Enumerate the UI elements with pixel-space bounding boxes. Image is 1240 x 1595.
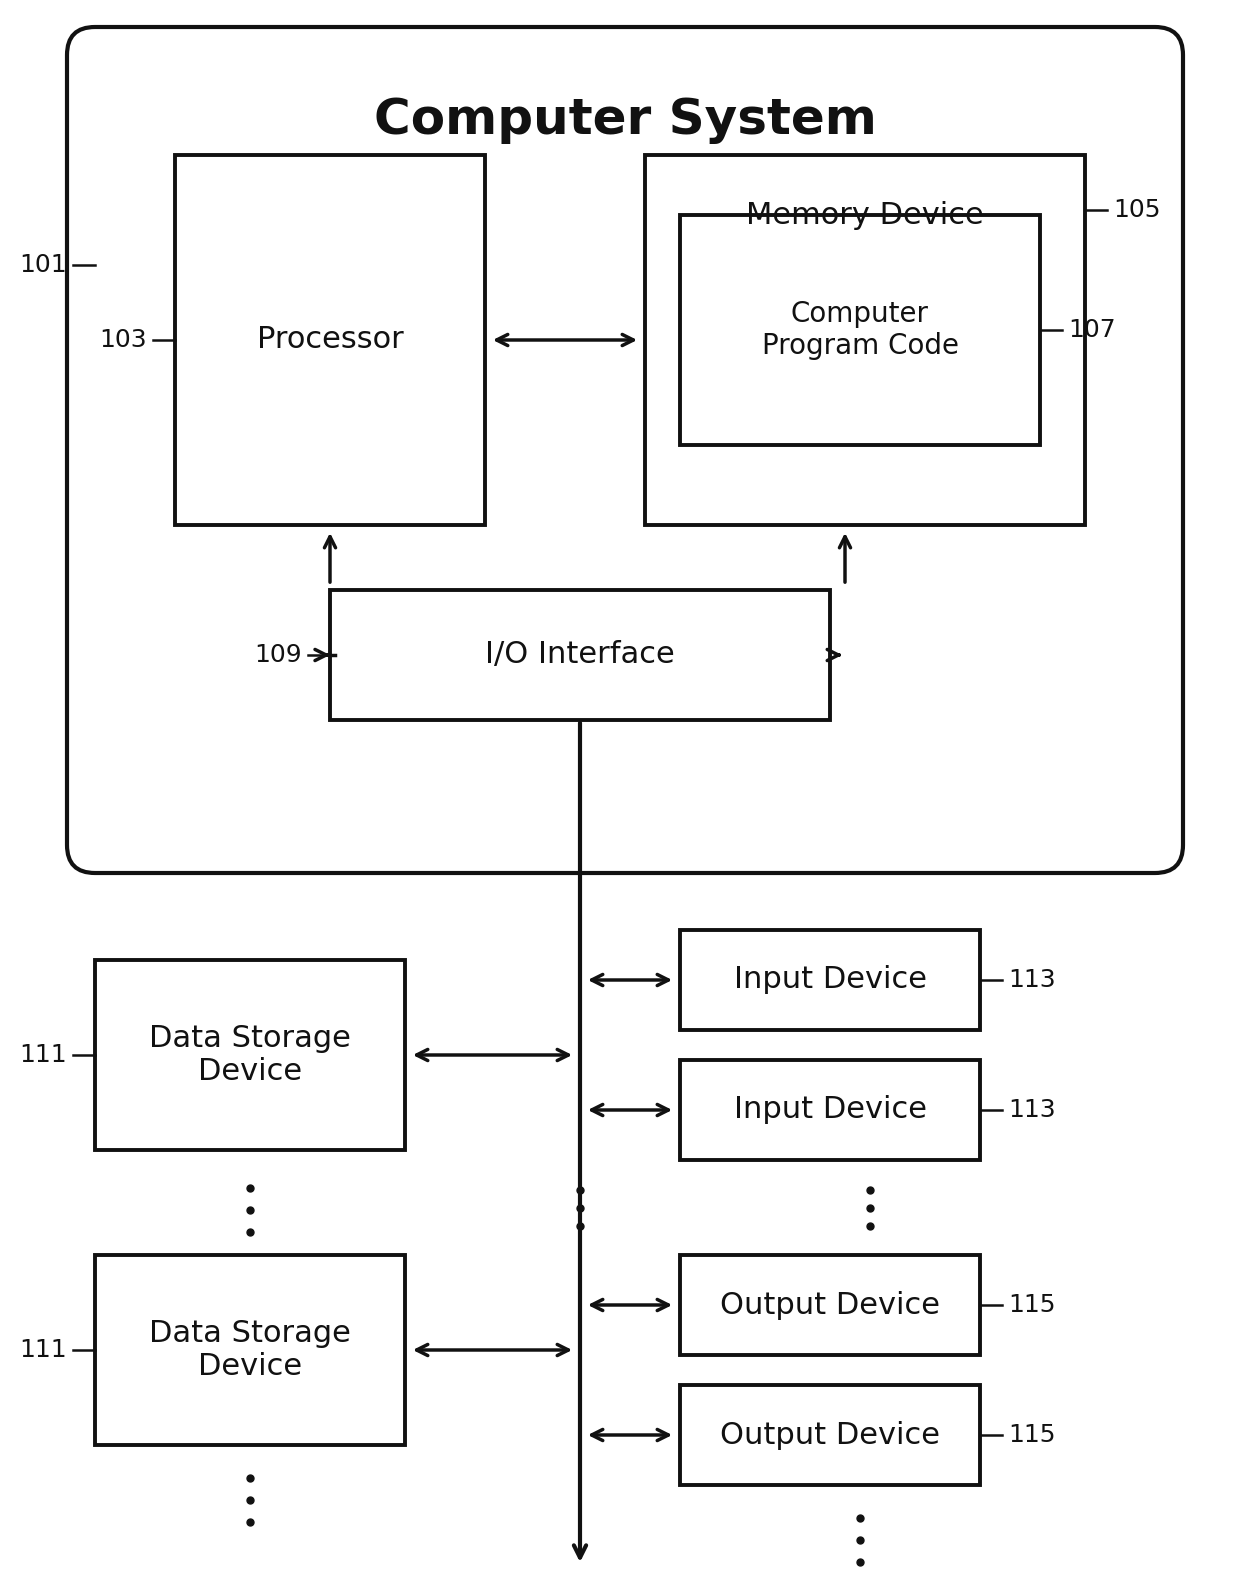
Text: Memory Device: Memory Device xyxy=(746,201,983,230)
Bar xyxy=(330,590,830,719)
Text: Processor: Processor xyxy=(257,325,403,354)
Text: Computer
Program Code: Computer Program Code xyxy=(761,300,959,360)
Text: 111: 111 xyxy=(20,1043,67,1067)
Text: 115: 115 xyxy=(1008,1423,1055,1447)
Text: 109: 109 xyxy=(254,643,303,667)
Bar xyxy=(680,1255,980,1356)
Text: 111: 111 xyxy=(20,1338,67,1362)
Text: Input Device: Input Device xyxy=(734,1096,926,1124)
Text: I/O Interface: I/O Interface xyxy=(485,641,675,670)
Text: Data Storage
Device: Data Storage Device xyxy=(149,1024,351,1086)
Bar xyxy=(95,960,405,1150)
Bar xyxy=(680,930,980,1030)
Text: Computer System: Computer System xyxy=(373,96,877,144)
Text: 113: 113 xyxy=(1008,968,1055,992)
Text: 113: 113 xyxy=(1008,1097,1055,1121)
Text: Output Device: Output Device xyxy=(720,1421,940,1450)
Bar xyxy=(95,1255,405,1445)
Text: Input Device: Input Device xyxy=(734,965,926,995)
Bar xyxy=(175,155,485,525)
Text: Data Storage
Device: Data Storage Device xyxy=(149,1319,351,1381)
Text: 103: 103 xyxy=(99,329,148,352)
Text: 105: 105 xyxy=(1114,198,1161,222)
FancyBboxPatch shape xyxy=(67,27,1183,872)
Bar xyxy=(680,1061,980,1160)
Text: 101: 101 xyxy=(20,254,67,278)
Text: 107: 107 xyxy=(1068,317,1116,341)
Text: 115: 115 xyxy=(1008,1294,1055,1317)
Bar xyxy=(680,215,1040,445)
Bar xyxy=(680,1384,980,1485)
Bar xyxy=(645,155,1085,525)
Text: Output Device: Output Device xyxy=(720,1290,940,1319)
